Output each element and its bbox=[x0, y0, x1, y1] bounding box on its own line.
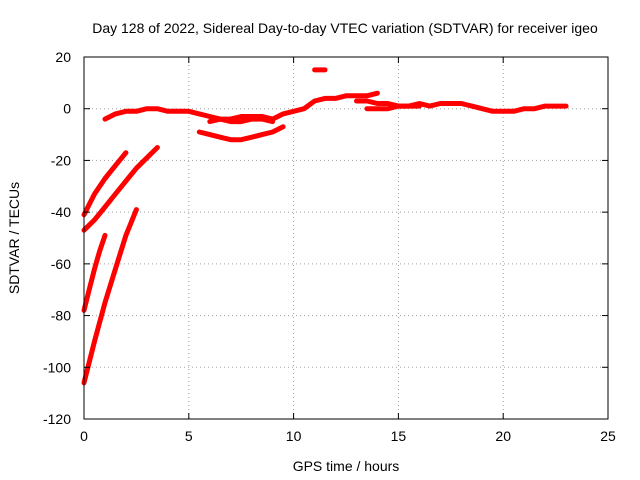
y-tick-label: -60 bbox=[51, 256, 71, 272]
series-arc-dip2 bbox=[207, 116, 276, 125]
y-tick-label: 20 bbox=[55, 49, 71, 65]
chart-title: Day 128 of 2022, Sidereal Day-to-day VTE… bbox=[92, 20, 598, 36]
series-arc-dip bbox=[196, 124, 286, 143]
x-tick-label: 20 bbox=[495, 428, 511, 444]
x-tick-label: 5 bbox=[185, 428, 193, 444]
x-axis-label: GPS time / hours bbox=[293, 458, 400, 474]
series-arc-main bbox=[102, 90, 380, 122]
y-tick-label: -100 bbox=[43, 359, 71, 375]
axis-ticks: 0 5 10 15 20 25 -120 -100 -80 -60 -40 -20 0 20 bbox=[43, 49, 616, 444]
y-tick-label: -120 bbox=[43, 411, 71, 427]
series-arc-r1 bbox=[81, 150, 129, 218]
y-tick-label: -40 bbox=[51, 204, 71, 220]
y-tick-label: -20 bbox=[51, 152, 71, 168]
x-tick-label: 10 bbox=[286, 428, 302, 444]
series-arc-r4 bbox=[81, 207, 139, 386]
data-series bbox=[81, 67, 569, 386]
series-arc-mid bbox=[354, 98, 422, 109]
x-tick-label: 15 bbox=[391, 428, 407, 444]
x-tick-label: 25 bbox=[600, 428, 616, 444]
y-tick-label: -80 bbox=[51, 308, 71, 324]
x-tick-label: 0 bbox=[80, 428, 88, 444]
series-arc-r2 bbox=[81, 145, 160, 233]
plot-frame bbox=[83, 56, 609, 420]
y-tick-label: 0 bbox=[63, 101, 71, 117]
series-arc-r3 bbox=[81, 232, 108, 313]
y-axis-label: SDTVAR / TECUs bbox=[6, 182, 22, 294]
